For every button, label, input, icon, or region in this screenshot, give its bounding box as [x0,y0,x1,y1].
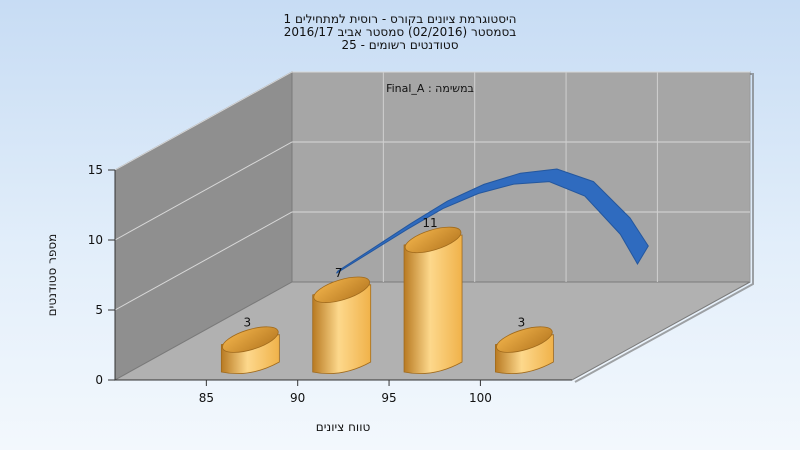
chart-title-line-3: סטודנטים רשומים - 25 [341,38,458,52]
frame-shadow [574,73,754,383]
bar-cap [496,326,553,353]
trend-curve [336,168,649,274]
y-tick-label: 5 [95,303,103,317]
bar-data-label: 3 [244,316,252,330]
bar-cap [404,226,462,254]
curve-layer [336,168,649,274]
bar-cap [222,326,279,353]
grid-line [114,141,750,241]
y-axis-title: מספר סטודנטים [45,234,59,317]
labels-layer: 3 7 11 3 [244,216,526,330]
y-tick-label: 0 [95,373,103,387]
chart-title-line-2: בסמסטר (02/2016) סמסטר אביב 2016/17 [284,25,516,39]
bar-data-label: 7 [335,266,343,280]
axis-lines [114,170,572,381]
bar-body [312,284,372,375]
x-axis-title: טווח ציונים [316,420,371,434]
bar [312,276,372,375]
x-tick-label: 85 [199,391,214,405]
y-tick-labels: 0 5 10 15 [88,163,115,387]
bar-data-label: 11 [422,216,437,230]
x-tick-labels: 85 90 95 100 [199,380,492,405]
x-tick-label: 95 [381,391,396,405]
x-tick-label: 90 [290,391,305,405]
bar-data-label: 3 [518,316,526,330]
grid-line [114,211,750,311]
bar-cap [313,276,370,303]
bar-body [403,234,463,375]
bar [220,326,280,375]
chart-title-line-1: היסטוגרמת ציונים בקורס - רוסית למתחילים … [283,12,516,26]
bars-layer [220,226,554,375]
bar [403,226,463,375]
x-tick-label: 100 [469,391,492,405]
y-tick-label: 15 [88,163,103,177]
y-tick-label: 10 [88,233,103,247]
grid-line [114,71,750,171]
series-label: במשימה : Final_A [386,82,474,95]
bar [495,326,554,375]
